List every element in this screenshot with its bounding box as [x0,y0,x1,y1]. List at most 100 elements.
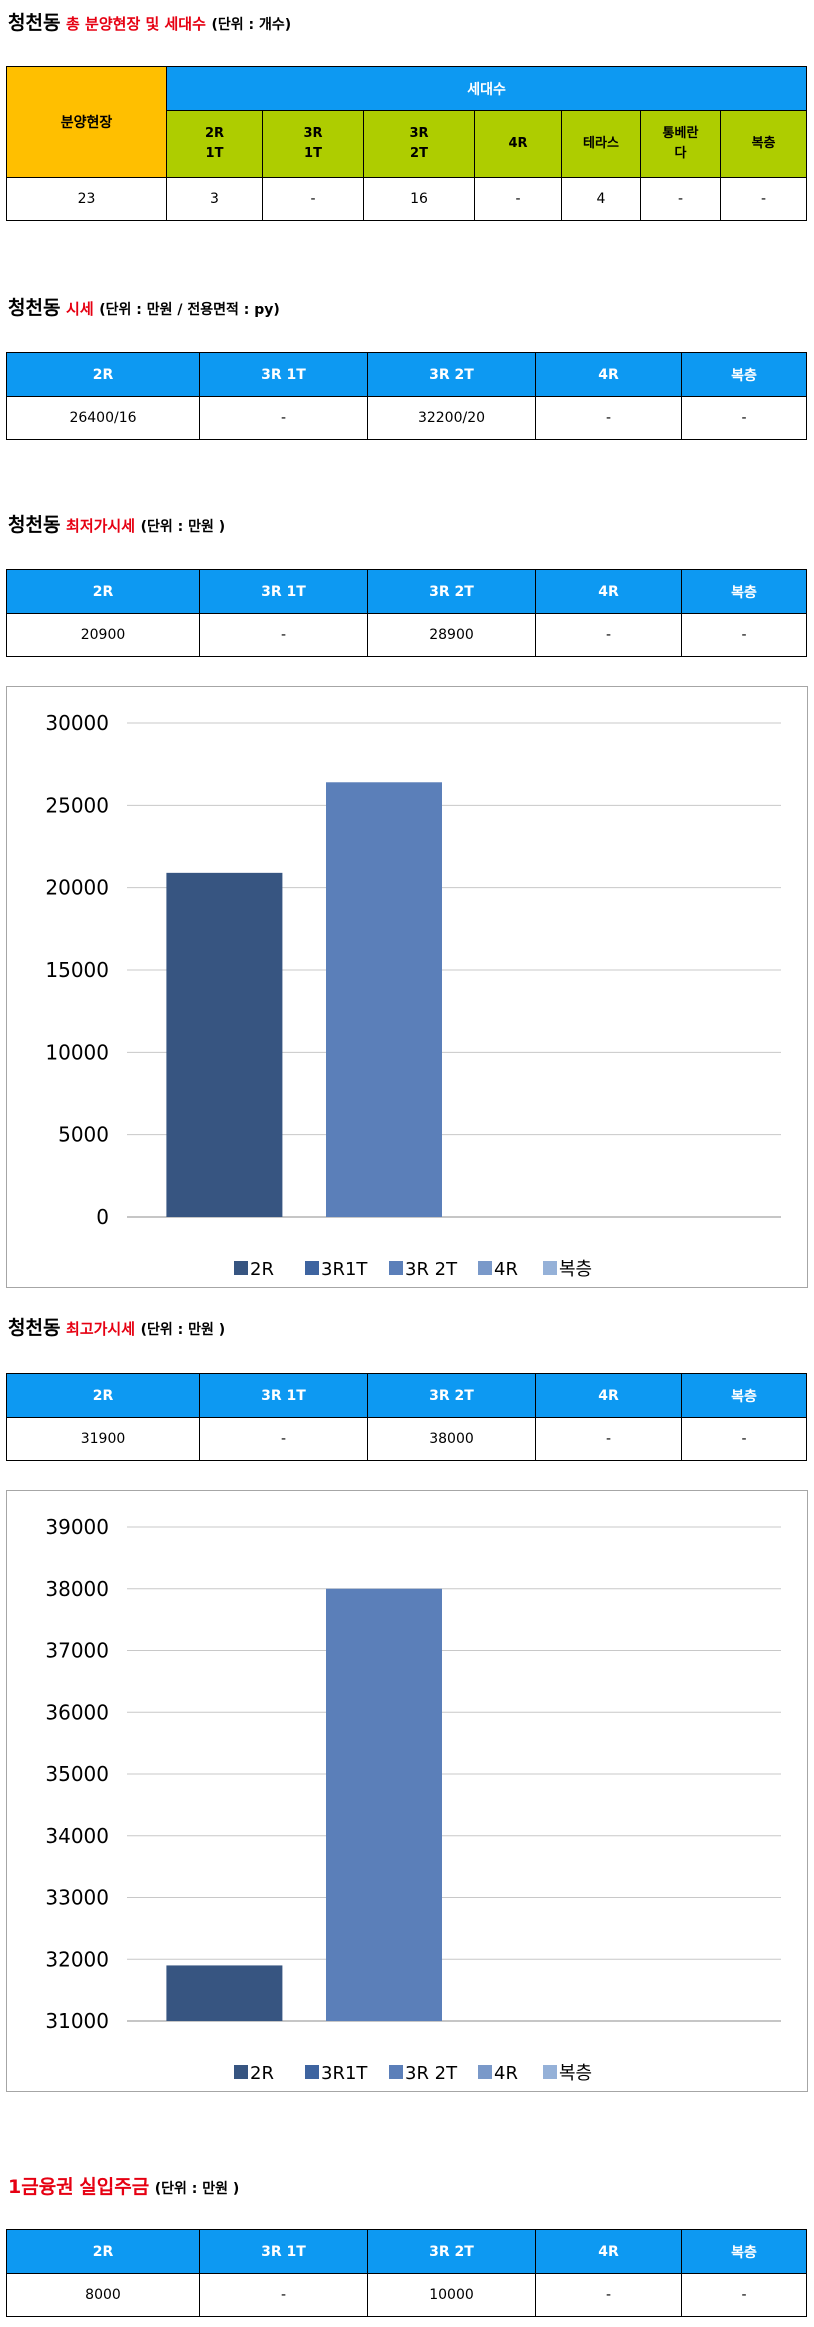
units-heading: 청천동 총 분양현장 및 세대수 (단위 : 개수) [8,8,291,35]
y-tick-label: 37000 [45,1639,109,1663]
legend-swatch [543,1261,557,1275]
units-header-row: 2R 1T 3R 1T 3R 2T 4R 테라스 통베란 다 복층 [7,110,808,178]
units-header-cell: 2R 1T [166,110,263,178]
market-value-cell: 32200/20 [367,396,536,440]
market-value-cell: - [681,396,807,440]
units-value-row: 23 3-16-4- - [6,177,808,221]
bar-2r [166,872,283,1217]
market-value-cell: - [535,396,682,440]
y-tick-label: 39000 [45,1515,109,1539]
market-heading: 청천동 시세 (단위 : 만원 / 전용면적 : py) [8,293,280,320]
lowest-header-cell: 4R [535,569,682,614]
lowest-table: 2R 3R 1T 3R 2T 4R 복층 20900-28900- - [6,569,807,657]
units-header-cell: 3R 1T [262,110,364,178]
highest-header-cell: 2R [6,1373,200,1418]
cash-header-cell: 2R [6,2229,200,2274]
highest-header-cell: 3R 1T [199,1373,368,1418]
lowest-price-chart: 0 5000 10000 15000 20000 25000 30000 2R 3R1T 3R 2… [6,686,808,1288]
lowest-value-cell: - [535,613,682,657]
legend-label: 3R1T [321,1259,368,1280]
legend-label: 2R [250,2063,274,2084]
lowest-unit: (단위 : 만원 ) [140,519,226,535]
legend-swatch [234,2065,248,2079]
chart-legend: 2R 3R1T 3R 2T 4R 복층 [234,2063,592,2084]
units-value-cell: 4 [561,177,641,221]
y-tick-label: 33000 [45,1886,109,1910]
y-tick-label: 5000 [58,1123,109,1147]
market-header-cell: 복층 [681,352,807,397]
market-value-row: 26400/16-32200/20- - [6,396,807,440]
highest-place: 청천동 [8,1317,61,1339]
highest-value-row: 31900-38000- - [6,1417,807,1461]
chart-legend: 2R 3R1T 3R 2T 4R 복층 [234,1259,592,1280]
legend-label: 복층 [559,1259,592,1280]
cash-value-cell: - [681,2273,807,2317]
y-tick-label: 0 [96,1205,109,1229]
cash-value-cell: - [535,2273,682,2317]
cash-title: 실입주금 [79,2176,150,2198]
lowest-value-cell: 20900 [6,613,200,657]
legend-label: 4R [494,2063,518,2084]
units-header-cell: 4R [474,110,562,178]
lowest-value-cell: - [681,613,807,657]
lowest-value-row: 20900-28900- - [6,613,807,657]
units-table: 분양현장 세대수 2R 1T 3R 1T 3R 2T 4R 테라스 통베란 다 복층 23 … [6,66,808,221]
y-tick-label: 36000 [45,1700,109,1724]
cash-header-cell: 복층 [681,2229,807,2274]
highest-value-cell: - [535,1417,682,1461]
legend-label: 3R 2T [405,2063,458,2084]
highest-unit: (단위 : 만원 ) [140,1322,226,1338]
y-tick-label: 10000 [45,1040,109,1064]
units-header-cell: 통베란 다 [640,110,721,178]
legend-label: 복층 [559,2063,592,2084]
cash-place: 1금융권 [8,2176,74,2198]
legend-swatch [543,2065,557,2079]
legend-swatch [389,1261,403,1275]
legend-label: 2R [250,1259,274,1280]
lowest-value-cell: 28900 [367,613,536,657]
units-header-group: 세대수 [165,66,808,111]
highest-price-chart: 31000 32000 33000 34000 35000 36000 37000 38000… [6,1490,808,2092]
cash-value-row: 8000-10000- - [6,2273,807,2317]
bar-3r2t [326,1588,442,2021]
highest-value-cell: 31900 [6,1417,200,1461]
market-header-cell: 4R [535,352,682,397]
highest-header-cell: 3R 2T [367,1373,536,1418]
legend-swatch [478,2065,492,2079]
units-title: 총 분양현장 및 세대수 [66,15,206,33]
market-unit: (단위 : 만원 / 전용면적 : py) [99,302,280,318]
market-header-cell: 2R [6,352,200,397]
highest-header-cell: 4R [535,1373,682,1418]
units-header-site: 분양현장 [6,66,167,178]
market-place: 청천동 [8,297,61,319]
y-tick-label: 20000 [45,876,109,900]
units-value-cell: - [640,177,721,221]
bar-2r [166,1965,283,2021]
units-value-cell: 3 [166,177,263,221]
y-tick-label: 35000 [45,1762,109,1786]
y-tick-label: 15000 [45,958,109,982]
cash-unit: (단위 : 만원 ) [154,2181,240,2197]
legend-swatch [389,2065,403,2079]
highest-price-chart-svg: 31000 32000 33000 34000 35000 36000 37000 38000… [45,1515,781,2084]
legend-label: 3R 2T [405,1259,458,1280]
lowest-header-row: 2R 3R 1T 3R 2T 4R 복층 [6,569,807,614]
highest-value-cell: - [681,1417,807,1461]
market-table: 2R 3R 1T 3R 2T 4R 복층 26400/16-32200/20- - [6,352,807,440]
y-tick-label: 32000 [45,1947,109,1971]
units-place: 청천동 [8,12,61,34]
units-unit: (단위 : 개수) [211,17,292,33]
y-tick-label: 30000 [45,711,109,735]
market-header-cell: 3R 2T [367,352,536,397]
highest-value-cell: - [199,1417,368,1461]
market-header-cell: 3R 1T [199,352,368,397]
lowest-heading: 청천동 최저가시세 (단위 : 만원 ) [8,510,225,537]
y-tick-label: 34000 [45,1824,109,1848]
cash-heading: 1금융권 실입주금 (단위 : 만원 ) [8,2172,239,2199]
cash-header-cell: 4R [535,2229,682,2274]
highest-value-cell: 38000 [367,1417,536,1461]
bar-3r2t [326,782,442,1217]
y-tick-label: 25000 [45,793,109,817]
market-value-cell: - [199,396,368,440]
lowest-value-cell: - [199,613,368,657]
